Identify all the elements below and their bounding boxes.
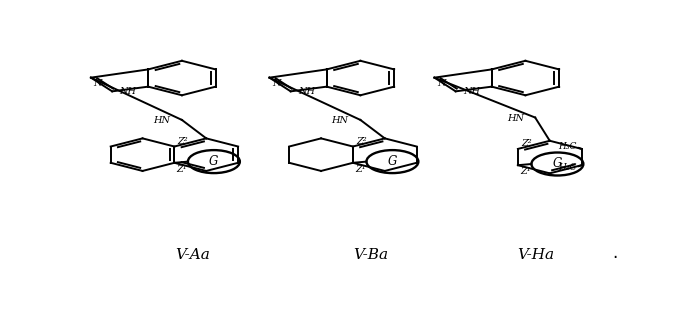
Text: V-Ha: V-Ha — [518, 248, 555, 262]
Text: Z¹: Z¹ — [177, 165, 187, 174]
Text: Z¹: Z¹ — [520, 167, 530, 176]
Text: G: G — [387, 155, 397, 168]
Text: H₃C: H₃C — [558, 163, 577, 172]
Text: NH: NH — [119, 87, 136, 96]
Text: HN: HN — [332, 116, 348, 125]
Text: NH: NH — [298, 87, 315, 96]
Text: HN: HN — [153, 116, 170, 125]
Text: V-Ba: V-Ba — [354, 248, 389, 262]
Text: N: N — [94, 79, 102, 88]
Text: G: G — [553, 157, 562, 170]
Text: Z¹: Z¹ — [355, 165, 366, 174]
Text: V-Aa: V-Aa — [175, 248, 210, 262]
Text: Z²: Z² — [178, 137, 188, 146]
Text: HN: HN — [507, 114, 524, 123]
Text: H₃C: H₃C — [558, 142, 577, 151]
Text: .: . — [612, 244, 617, 262]
Text: G: G — [209, 155, 218, 168]
Text: N: N — [437, 79, 445, 88]
Text: NH: NH — [463, 87, 480, 96]
Text: N: N — [272, 79, 281, 88]
Text: Z²: Z² — [356, 137, 366, 146]
Text: Z²: Z² — [521, 139, 532, 148]
